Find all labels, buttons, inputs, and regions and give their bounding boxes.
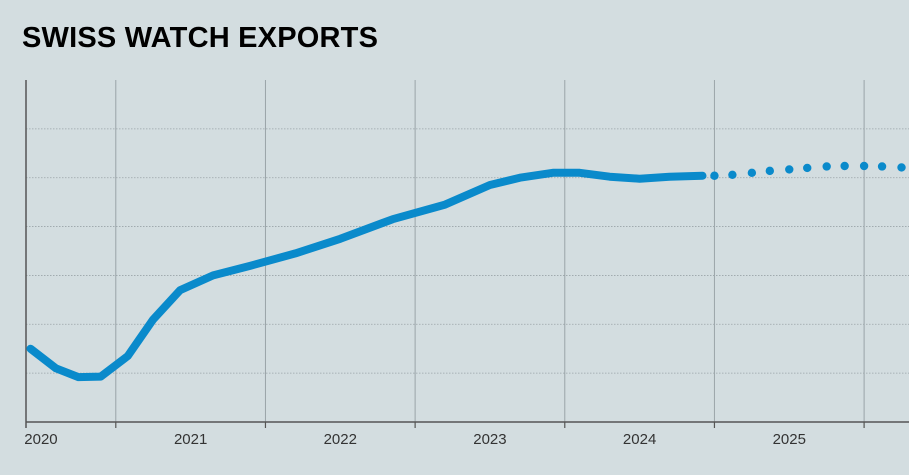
- x-tick-label: 2024: [623, 431, 656, 448]
- x-tick-label: 2023: [473, 431, 506, 448]
- forecast-point: [710, 171, 719, 180]
- forecast-point: [822, 162, 831, 171]
- forecast-point: [877, 162, 887, 171]
- forecast-point: [859, 161, 869, 171]
- chart-title: SWISS WATCH EXPORTS: [22, 22, 379, 54]
- x-tick-label: 2022: [324, 431, 357, 448]
- forecast-point: [785, 165, 794, 174]
- grid-lines: [26, 80, 909, 422]
- forecast-point: [728, 170, 737, 179]
- forecast-point: [765, 166, 775, 176]
- forecast-point: [803, 163, 812, 173]
- series-layer: [26, 161, 906, 382]
- axes: [25, 80, 909, 428]
- forecast-point: [747, 168, 757, 178]
- x-tick-label: 2025: [773, 431, 806, 448]
- x-tick-labels: 2020 2021 2022 2023 2024 2025: [24, 431, 806, 448]
- x-tick-label: 2021: [174, 431, 207, 448]
- forecast-point: [840, 161, 849, 171]
- forecast-point: [897, 163, 906, 172]
- x-tick-label: 2020: [24, 431, 57, 448]
- series-line-actual: [26, 168, 707, 382]
